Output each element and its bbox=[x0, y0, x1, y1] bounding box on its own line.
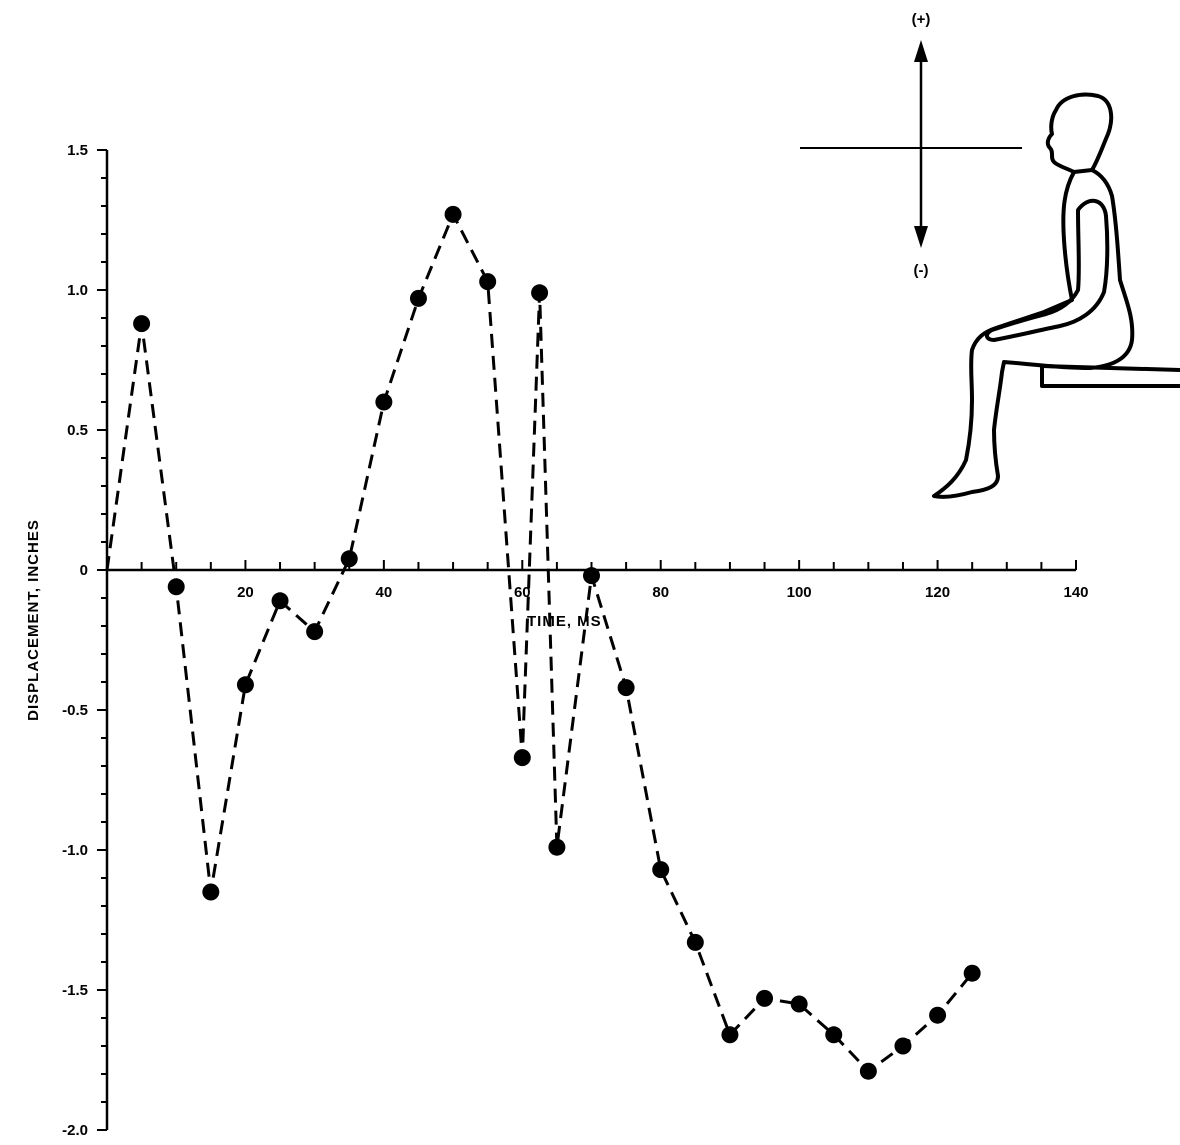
direction-indicator: (+) (-) bbox=[800, 11, 1022, 279]
y-tick-label: 1.5 bbox=[67, 142, 88, 159]
data-point bbox=[531, 284, 549, 302]
y-tick-label: 0 bbox=[80, 562, 88, 579]
y-tick-label: -0.5 bbox=[62, 702, 88, 719]
x-ticks bbox=[140, 560, 1077, 570]
data-point bbox=[133, 315, 151, 333]
data-point bbox=[271, 592, 289, 610]
x-tick-label: 100 bbox=[787, 584, 812, 601]
data-point bbox=[202, 883, 220, 901]
x-tick-label: 80 bbox=[652, 584, 669, 601]
data-point bbox=[479, 273, 497, 291]
x-tick-labels: 20 40 60 80 100 120 140 bbox=[237, 584, 1088, 601]
data-point bbox=[894, 1037, 912, 1055]
data-point bbox=[513, 749, 531, 767]
series-line bbox=[105, 212, 974, 1073]
data-point bbox=[652, 861, 670, 879]
data-point bbox=[686, 933, 704, 951]
y-axis-title: DISPLACEMENT, INCHES bbox=[25, 519, 42, 721]
data-point bbox=[617, 679, 635, 697]
down-arrow-icon bbox=[914, 226, 928, 248]
data-point bbox=[306, 623, 324, 641]
x-axis-title: TIME, MS bbox=[527, 613, 602, 630]
data-point bbox=[756, 989, 774, 1007]
negative-direction-label: (-) bbox=[914, 262, 929, 279]
x-tick-label: 60 bbox=[514, 584, 531, 601]
data-point bbox=[444, 205, 462, 223]
seated-occupant-icon bbox=[932, 92, 1180, 499]
data-point bbox=[825, 1026, 843, 1044]
data-point bbox=[236, 676, 254, 694]
y-tick-labels: 1.5 1.0 0.5 0 -0.5 -1.0 -1.5 -2.0 bbox=[62, 142, 88, 1139]
data-point bbox=[790, 995, 808, 1013]
data-point bbox=[340, 550, 358, 568]
y-tick-label: -2.0 bbox=[62, 1122, 88, 1139]
y-tick-label: 0.5 bbox=[67, 422, 88, 439]
x-tick-label: 20 bbox=[237, 584, 254, 601]
y-tick-label: -1.0 bbox=[62, 842, 88, 859]
x-tick-label: 40 bbox=[376, 584, 393, 601]
data-point bbox=[167, 578, 185, 596]
y-tick-label: -1.5 bbox=[62, 982, 88, 999]
data-point bbox=[963, 964, 981, 982]
x-tick-label: 120 bbox=[925, 584, 950, 601]
positive-direction-label: (+) bbox=[912, 11, 931, 28]
series-line-group bbox=[105, 212, 974, 1073]
data-point bbox=[929, 1006, 947, 1024]
data-point bbox=[859, 1062, 877, 1080]
data-point bbox=[721, 1026, 739, 1044]
up-arrow-icon bbox=[914, 40, 928, 62]
data-point bbox=[409, 289, 427, 307]
series-markers-group bbox=[133, 205, 981, 1080]
y-tick-label: 1.0 bbox=[67, 282, 88, 299]
data-point bbox=[583, 567, 600, 585]
x-tick-label: 140 bbox=[1063, 584, 1088, 601]
y-ticks bbox=[97, 149, 107, 1131]
data-point bbox=[375, 393, 393, 411]
data-point bbox=[548, 838, 566, 856]
